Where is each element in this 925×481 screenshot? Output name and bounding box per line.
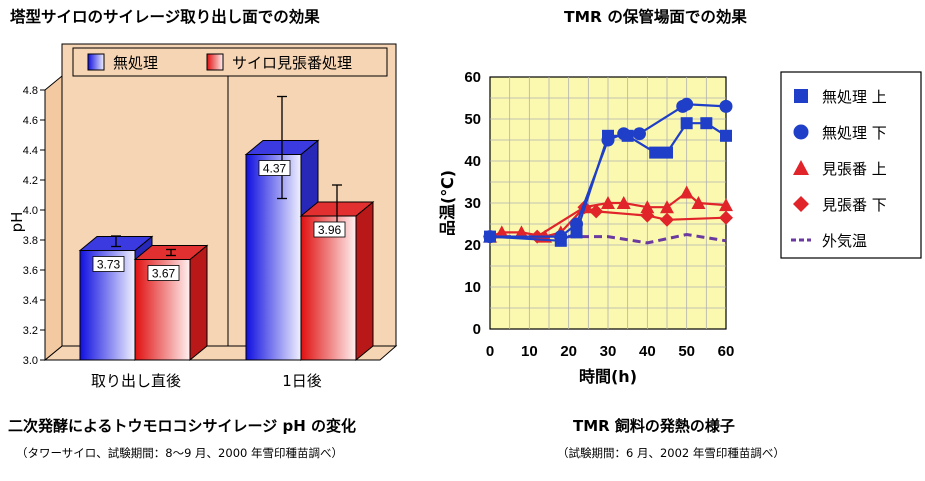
marker-triangle [601, 196, 615, 209]
marker-triangle [494, 225, 509, 239]
marker-square [602, 129, 614, 142]
left-x-category-2: 1日後 [282, 372, 322, 390]
legend-label: 見張番 下 [822, 196, 887, 214]
right-x-tick-label: 20 [560, 343, 577, 360]
right-x-tick-label: 40 [639, 343, 656, 360]
marker-square [794, 89, 808, 103]
left-y-tick-label: 4.4 [23, 145, 38, 157]
left-legend-swatch-treated [206, 53, 224, 71]
right-y-tick-label: 0 [473, 321, 481, 338]
legend-label: 見張番 上 [822, 160, 887, 178]
left-y-tick-label: 3.8 [23, 235, 38, 247]
left-subcaption: （タワーサイロ、試験期間：8〜9 月、2000 年雪印種苗調べ） [16, 446, 343, 460]
right-series [483, 97, 733, 247]
right-y-tick-label: 50 [464, 111, 481, 128]
marker-triangle [719, 198, 733, 212]
marker-circle [632, 127, 646, 141]
marker-circle [793, 124, 809, 140]
marker-diamond [719, 210, 733, 225]
marker-diamond [793, 196, 809, 212]
marker-square [621, 129, 634, 142]
left-y-axis-label: pH [8, 212, 26, 233]
marker-triangle [793, 160, 809, 175]
data-label-box [147, 265, 180, 281]
left-y-tick-label: 3.0 [23, 355, 38, 367]
marker-square [680, 117, 693, 130]
left-x-category-1: 取り出し直後 [91, 372, 181, 390]
marker-diamond [660, 212, 674, 227]
left-chart-title: 塔型サイロのサイレージ取り出し面での効果 [10, 7, 320, 26]
data-label-box [313, 221, 346, 238]
marker-square [554, 234, 567, 247]
left-y-tick-label: 4.2 [23, 175, 38, 187]
marker-circle [680, 97, 694, 111]
right-x-tick-label: 10 [521, 343, 538, 360]
right-caption: TMR 飼料の発熱の様子 [573, 417, 735, 435]
legend-label: 外気温 [822, 232, 867, 250]
right-x-tick-label: 30 [600, 343, 617, 360]
left-legend-swatch-untreated [87, 53, 105, 71]
marker-square [649, 146, 662, 159]
data-label: 4.37 [263, 162, 287, 176]
right-y-tick-label: 40 [464, 153, 481, 170]
right-x-tick-label: 0 [486, 343, 494, 360]
marker-square [570, 226, 583, 239]
left-y-tick-label: 4.6 [23, 115, 38, 127]
legend-label: 無処理 下 [822, 124, 887, 142]
data-label: 3.96 [318, 223, 342, 237]
bar-side [189, 244, 208, 362]
marker-square [700, 117, 713, 130]
left-y-tick-label: 3.4 [23, 295, 38, 307]
data-label: 3.73 [97, 258, 121, 272]
right-y-axis-label: 品温(℃) [438, 170, 457, 236]
marker-square [661, 146, 673, 159]
right-y-tick-label: 20 [464, 237, 481, 254]
right-y-tick-label: 10 [464, 279, 481, 296]
left-bars: 3.73 3.67 4.37 3.96 [78, 95, 375, 362]
right-y-tick-label: 30 [464, 195, 481, 212]
left-y-tick-label: 3.6 [23, 265, 38, 277]
right-x-axis-label: 時間(h) [579, 367, 637, 386]
data-label: 3.67 [152, 267, 176, 281]
right-chart-title: TMR の保管場面での効果 [564, 7, 747, 26]
left-legend-label-treated: サイロ見張番処理 [232, 54, 352, 72]
left-y-ticks: 3.0 3.2 3.4 3.6 3.8 4.0 4.2 4.4 4.6 4.8 [23, 85, 45, 367]
marker-square [720, 129, 732, 142]
marker-triangle [679, 185, 694, 199]
right-subcaption: （試験期間：6 月、2002 年雪印種苗調べ） [557, 446, 785, 460]
marker-circle [719, 99, 733, 113]
left-legend-label-untreated: 無処理 [113, 54, 158, 72]
marker-square [484, 230, 496, 243]
legend-label: 無処理 上 [822, 88, 887, 106]
marker-triangle [616, 196, 631, 209]
right-ticks: 0 10 20 30 40 50 60 0 10 20 30 40 50 60 [464, 69, 734, 360]
marker-triangle [660, 200, 674, 214]
marker-diamond [589, 204, 604, 219]
bar [300, 215, 357, 361]
left-legend: 無処理 サイロ見張番処理 [72, 47, 388, 77]
series-line [489, 122, 727, 242]
marker-triangle [640, 200, 655, 214]
left-y-tick-label: 3.2 [23, 325, 38, 337]
marker-triangle [514, 225, 529, 239]
right-x-tick-label: 50 [678, 343, 695, 360]
left-caption: 二次発酵によるトウモロコシサイレージ pH の変化 [8, 417, 356, 435]
left-y-tick-label: 4.0 [23, 205, 38, 217]
right-x-tick-label: 60 [718, 343, 735, 360]
left-y-tick-label: 4.8 [23, 85, 38, 97]
marker-triangle [691, 196, 706, 209]
bar [245, 154, 302, 361]
bar-side [355, 200, 374, 362]
data-label-box [92, 256, 125, 272]
data-label-box [258, 160, 291, 176]
right-y-tick-label: 60 [464, 69, 481, 86]
